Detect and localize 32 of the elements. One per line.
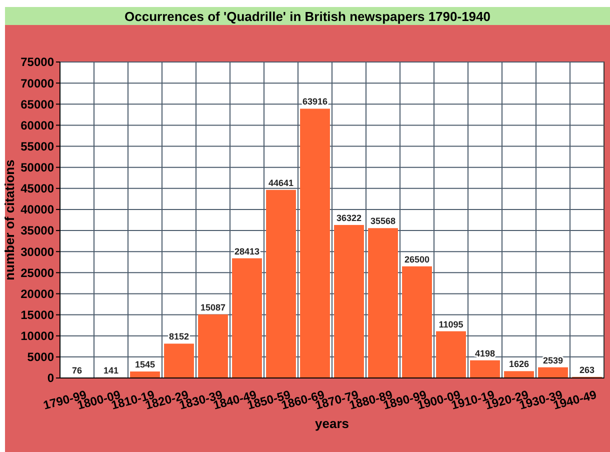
y-tick-label: 25000: [20, 266, 54, 280]
data-label: 1545: [134, 359, 156, 370]
y-tick-label: 50000: [20, 160, 54, 175]
y-tick-label: 5000: [27, 350, 54, 364]
data-label: 11095: [438, 319, 464, 330]
y-tick-label: 30000: [20, 244, 54, 259]
y-tick-label: 65000: [20, 97, 54, 112]
y-tick-label: 45000: [20, 182, 54, 196]
data-label: 263: [579, 364, 595, 375]
y-tick-label: 15000: [20, 308, 54, 322]
data-label: 36322: [336, 212, 362, 223]
data-label: 26500: [404, 254, 430, 264]
data-label: 76: [72, 366, 82, 376]
data-label: 35568: [370, 216, 396, 226]
y-tick-label: 20000: [20, 286, 54, 301]
data-label: 141: [103, 365, 119, 376]
y-tick-label: 35000: [20, 224, 54, 238]
y-tick-label: 60000: [20, 118, 54, 132]
chart-title: Occurrences of 'Quadrille' in British newspapers 1790-1940: [124, 9, 490, 24]
y-axis-title: number of citations: [2, 160, 17, 280]
data-label: 4198: [474, 348, 496, 358]
x-axis-title: years: [315, 416, 349, 431]
y-tick-label: 75000: [20, 55, 54, 70]
data-label: 2539: [542, 355, 564, 366]
y-tick-label: 40000: [20, 202, 54, 217]
data-label: 1626: [508, 359, 530, 370]
data-label: 44641: [268, 178, 294, 188]
y-tick-label: 10000: [20, 329, 54, 344]
y-tick-label: 55000: [20, 139, 54, 154]
y-tick-label: 0: [47, 371, 54, 386]
y-tick-label: 70000: [20, 76, 54, 90]
data-label: 15087: [200, 302, 226, 312]
